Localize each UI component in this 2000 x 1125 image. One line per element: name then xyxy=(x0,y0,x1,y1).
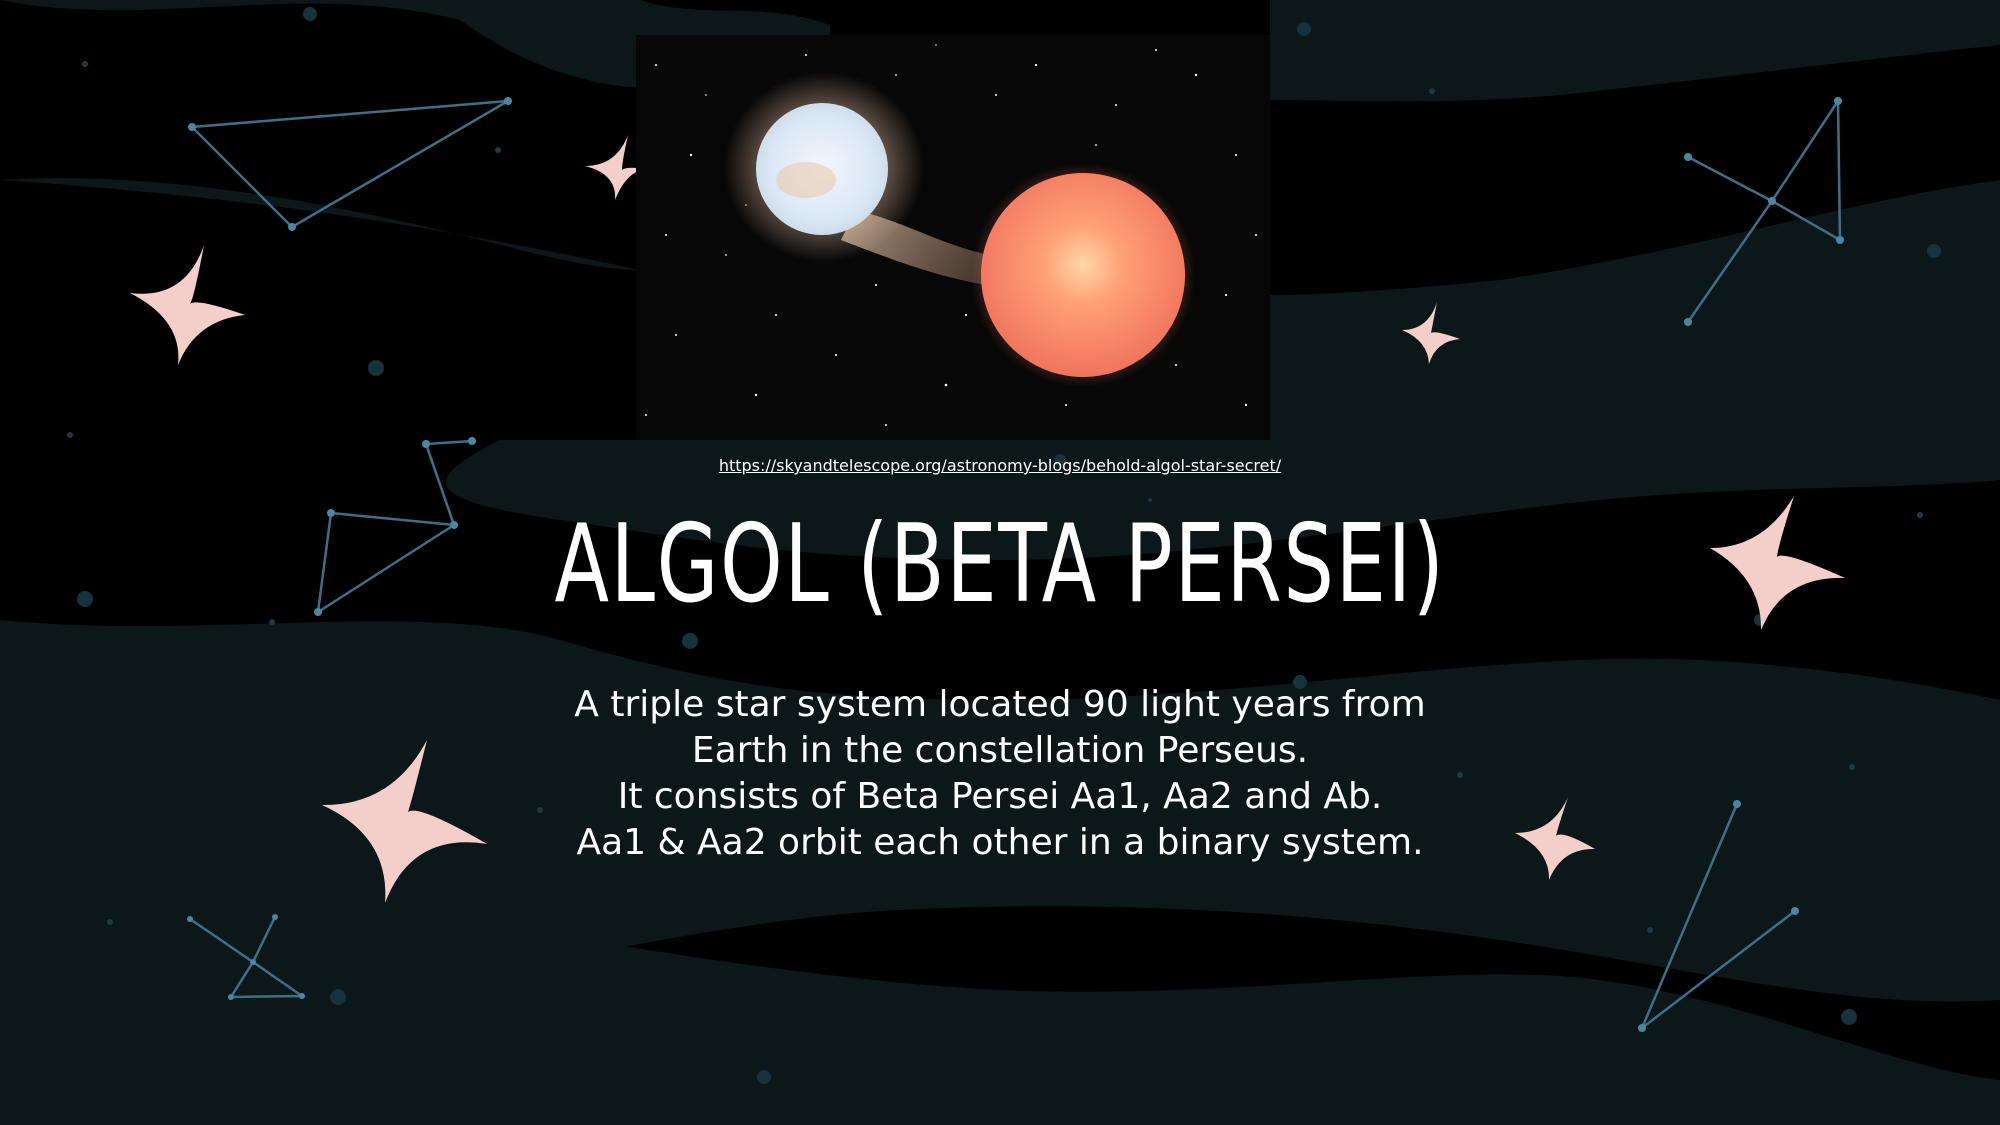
sparkle-star xyxy=(1710,496,1845,630)
background-wave xyxy=(0,178,2000,560)
constellation-stars xyxy=(187,97,1844,1032)
image-source-link[interactable]: https://skyandtelescope.org/astronomy-bl… xyxy=(718,456,1282,475)
background-wave xyxy=(0,0,830,90)
body-line: Earth in the constellation Perseus. xyxy=(691,730,1309,771)
body-line: It consists of Beta Persei Aa1, Aa2 and … xyxy=(617,776,1383,817)
body-line: A triple star system located 90 light ye… xyxy=(574,684,1426,725)
sparkle-star xyxy=(322,740,487,903)
tiny-stars xyxy=(67,61,1923,933)
sparkle-stars xyxy=(130,135,1845,903)
sparkle-star xyxy=(1402,302,1460,364)
body-line: Aa1 & Aa2 orbit each other in a binary s… xyxy=(576,822,1424,863)
sparkle-star xyxy=(585,135,645,200)
slide-body: A triple star system located 90 light ye… xyxy=(0,682,2000,866)
background-wave xyxy=(0,858,2000,1125)
slide-title: ALGOL (BETA PERSEI) xyxy=(554,502,1446,627)
sparkle-star xyxy=(130,245,245,365)
binary-star-image xyxy=(636,35,1270,440)
background-wave xyxy=(0,620,2000,1006)
background-wave xyxy=(1270,0,2000,102)
sparkle-star xyxy=(1515,797,1595,880)
algol-illustration xyxy=(636,35,1270,440)
red-giant-star xyxy=(981,173,1185,377)
